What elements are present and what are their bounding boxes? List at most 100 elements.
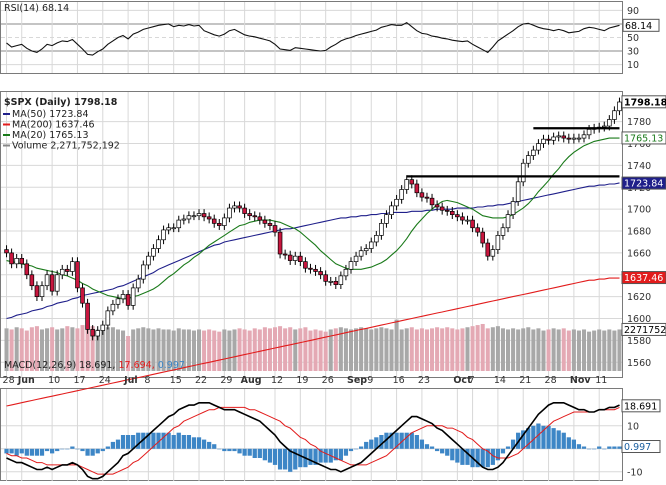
candle-body — [120, 294, 126, 300]
candle-body — [601, 125, 607, 128]
volume-bar — [531, 329, 536, 371]
macd-histogram-bar — [151, 432, 156, 449]
price-candle — [176, 215, 182, 233]
price-candle — [419, 188, 425, 202]
price-candle — [404, 175, 409, 194]
macd-line — [6, 401, 620, 480]
price-candle — [151, 244, 156, 261]
macd-histogram-bar — [556, 430, 561, 449]
price-candle — [54, 270, 60, 296]
price-candle — [247, 209, 252, 221]
price-candle — [125, 290, 131, 310]
macd-histogram-bar — [141, 432, 146, 449]
candle-body — [561, 135, 567, 139]
price-candle — [196, 209, 202, 221]
volume-bar — [424, 329, 430, 371]
price-candle — [323, 270, 328, 286]
macd-histogram-bar — [110, 441, 116, 449]
candle-body — [612, 110, 617, 120]
date-tick-label: 11 — [595, 375, 607, 386]
macd-histogram-bar — [14, 448, 19, 456]
macd-histogram-bar — [247, 448, 252, 456]
candle-body — [531, 149, 536, 156]
price-frame — [0, 91, 623, 378]
price-candle — [39, 281, 45, 302]
volume-bar — [227, 330, 232, 371]
macd-signal-line — [6, 406, 620, 475]
price-candle — [465, 215, 470, 225]
volume-bar — [465, 327, 470, 371]
candle-body — [39, 285, 45, 297]
macd-histogram-bar — [293, 448, 298, 470]
price-candle — [100, 320, 106, 335]
volume-bar — [414, 329, 419, 371]
date-tick-label: 14 — [494, 375, 506, 386]
candle-body — [394, 198, 399, 207]
macd-label: MACD(12,26,9) 18.691, 17.694, 0.997 — [4, 360, 185, 371]
macd-histogram-bar — [612, 446, 617, 449]
volume-bar — [526, 327, 531, 371]
price-candle — [313, 264, 318, 276]
volume-bar — [470, 326, 475, 371]
macd-histogram-bar — [227, 448, 232, 452]
volume-bar — [121, 330, 126, 371]
price-candle — [460, 212, 465, 225]
price-tick-label: 1580 — [627, 336, 651, 347]
volume-bar — [303, 327, 308, 371]
candle-body — [211, 218, 217, 224]
price-candle — [586, 124, 592, 140]
candle-body — [404, 179, 409, 190]
macd-histogram-bar — [196, 437, 202, 449]
candle-body — [526, 155, 531, 164]
value-tag-ma20: 1765.13 — [624, 133, 663, 144]
macd-histogram-bar — [424, 444, 430, 449]
volume-bar — [272, 327, 278, 371]
volume-bar — [283, 328, 288, 371]
date-tick-label: 26 — [322, 375, 334, 386]
price-candle — [399, 185, 404, 204]
macd-histogram-bar — [222, 448, 227, 452]
price-candle — [348, 257, 354, 274]
macd-histogram-bar — [262, 448, 268, 461]
macd-histogram-bar — [495, 448, 501, 461]
volume-bar — [55, 329, 60, 371]
volume-bar — [617, 329, 622, 371]
legend-ma50: MA(50) 1723.84 — [12, 109, 89, 120]
macd-label-main: MACD(12,26,9) 18.691, — [4, 360, 115, 371]
candle-body — [520, 162, 526, 183]
volume-bar — [80, 325, 85, 371]
volume-bar — [556, 329, 561, 371]
price-candle — [546, 134, 551, 145]
date-tick-label: Aug — [241, 375, 262, 386]
volume-bar — [541, 330, 546, 371]
macd-histogram-bar — [272, 448, 278, 465]
candle-body — [455, 214, 460, 218]
macd-histogram-bar — [308, 448, 313, 465]
volume-bar — [293, 329, 298, 371]
price-candle — [85, 298, 90, 334]
macd-histogram-bar — [146, 432, 151, 449]
price-candle — [318, 267, 323, 280]
candle-body — [44, 274, 50, 287]
volume-bar — [75, 328, 80, 371]
volume-bar — [50, 327, 55, 371]
volume-bar — [39, 329, 45, 371]
candle-body — [470, 219, 475, 229]
candle-body — [338, 275, 344, 285]
candle-body — [49, 274, 55, 292]
volume-bar — [115, 329, 121, 371]
date-tick-label: 24 — [99, 375, 111, 386]
candle-body — [551, 136, 556, 141]
candle-body — [434, 204, 440, 208]
date-tick-label: 23 — [418, 375, 430, 386]
volume-bar — [602, 330, 607, 371]
price-tick-label: 1660 — [627, 248, 651, 259]
price-candle — [206, 212, 212, 224]
price-candle — [59, 264, 65, 280]
price-candle — [526, 151, 531, 168]
volume-bar — [475, 325, 480, 371]
macd-histogram-bar — [460, 448, 465, 465]
price-candle — [485, 238, 491, 261]
macd-histogram-bar — [384, 432, 389, 449]
candle-body — [429, 197, 435, 206]
